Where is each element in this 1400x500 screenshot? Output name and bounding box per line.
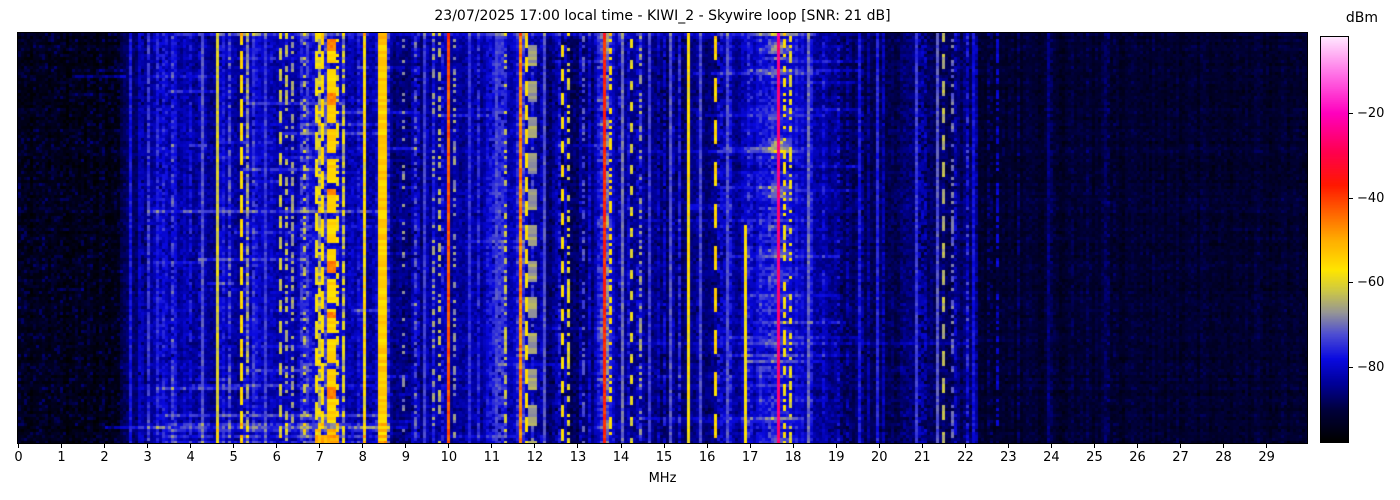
- x-tick: [362, 444, 364, 448]
- x-tick-label: 17: [741, 450, 759, 465]
- x-tick-label: 0: [14, 450, 23, 465]
- x-tick: [1007, 444, 1009, 448]
- x-tick-label: 12: [526, 450, 544, 465]
- x-tick: [18, 444, 19, 448]
- x-tick: [1136, 444, 1138, 448]
- colorbar-tick-label: −60: [1357, 275, 1385, 291]
- colorbar-tick-label: −40: [1357, 190, 1385, 206]
- x-tick: [491, 444, 493, 448]
- x-tick-label: 8: [358, 450, 367, 465]
- colorbar-tick-label: −80: [1357, 360, 1385, 376]
- colorbar-unit-label: dBm: [1345, 10, 1379, 26]
- x-tick-label: 24: [1043, 450, 1060, 465]
- x-tick: [878, 444, 880, 448]
- x-tick-label: 1: [57, 450, 66, 465]
- x-tick: [405, 444, 407, 448]
- x-tick: [534, 444, 536, 448]
- colorbar-tick: [1349, 197, 1353, 199]
- colorbar-canvas: [1321, 37, 1348, 442]
- plot-area: [17, 32, 1308, 444]
- x-tick: [1093, 444, 1095, 448]
- x-tick-label: 22: [957, 450, 974, 465]
- x-tick: [921, 444, 923, 448]
- x-tick-label: 15: [655, 450, 673, 465]
- x-tick-label: 18: [784, 450, 802, 465]
- x-tick: [792, 444, 794, 448]
- x-tick: [147, 444, 149, 448]
- x-tick-label: 19: [827, 450, 845, 465]
- x-tick: [448, 444, 450, 448]
- x-tick-label: 4: [186, 450, 195, 465]
- x-tick-label: 10: [440, 450, 458, 465]
- x-tick: [276, 444, 278, 448]
- x-tick-label: 11: [483, 450, 501, 465]
- x-tick-label: 3: [143, 450, 152, 465]
- x-tick-label: 13: [569, 450, 587, 465]
- x-tick-label: 5: [229, 450, 238, 465]
- x-tick: [749, 444, 751, 448]
- x-tick-label: 7: [315, 450, 324, 465]
- x-tick: [706, 444, 708, 448]
- x-tick-label: 26: [1129, 450, 1146, 465]
- x-tick-label: 9: [401, 450, 410, 465]
- x-tick: [620, 444, 622, 448]
- x-tick: [964, 444, 966, 448]
- x-tick: [663, 444, 665, 448]
- x-tick-label: 16: [698, 450, 716, 465]
- x-tick-label: 20: [870, 450, 888, 465]
- x-tick: [190, 444, 192, 448]
- x-tick-label: 14: [612, 450, 630, 465]
- x-tick-label: 6: [272, 450, 281, 465]
- x-tick-label: 28: [1215, 450, 1232, 465]
- x-axis-label: MHz: [648, 471, 677, 486]
- colorbar-tick: [1349, 282, 1353, 284]
- x-tick: [61, 444, 63, 448]
- spectrogram-canvas: [18, 33, 1307, 443]
- x-tick-label: 27: [1172, 450, 1189, 465]
- x-tick: [1050, 444, 1052, 448]
- x-tick-label: 23: [1000, 450, 1017, 465]
- colorbar-tick-label: −20: [1357, 105, 1385, 121]
- x-tick-label: 25: [1086, 450, 1103, 465]
- x-tick: [1223, 444, 1225, 448]
- colorbar: [1320, 36, 1349, 443]
- x-tick: [319, 444, 321, 448]
- colorbar-tick: [1349, 367, 1353, 369]
- x-tick-label: 21: [914, 450, 931, 465]
- colorbar-tick: [1349, 112, 1353, 114]
- x-tick: [104, 444, 106, 448]
- x-tick-label: 2: [100, 450, 109, 465]
- x-tick: [1266, 444, 1268, 448]
- chart-title: 23/07/2025 17:00 local time - KIWI_2 - S…: [434, 8, 891, 24]
- x-tick: [577, 444, 579, 448]
- x-tick: [1180, 444, 1182, 448]
- x-tick: [835, 444, 837, 448]
- x-tick-label: 29: [1258, 450, 1275, 465]
- x-tick: [233, 444, 235, 448]
